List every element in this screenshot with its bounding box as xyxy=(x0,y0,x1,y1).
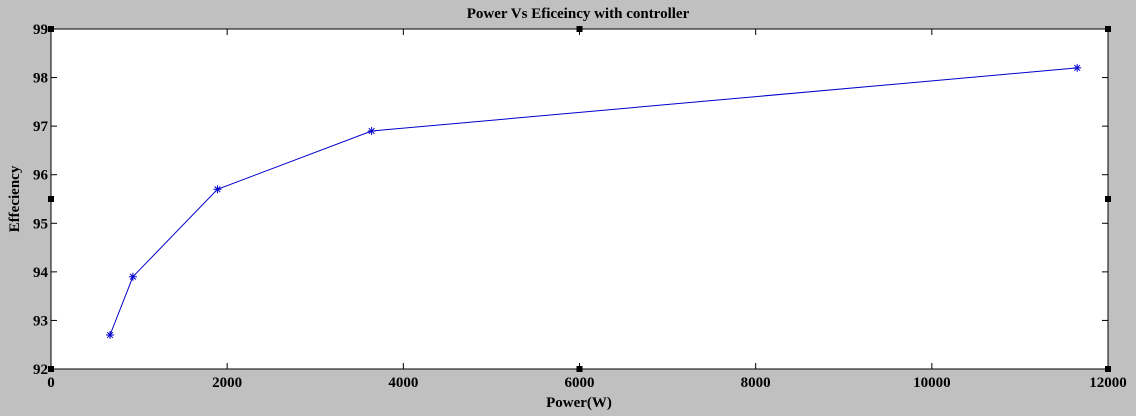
resize-handle[interactable] xyxy=(1105,26,1111,32)
series-layer xyxy=(106,63,1082,339)
x-tick-label: 10000 xyxy=(913,375,951,391)
x-tick-label: 4000 xyxy=(388,375,418,391)
x-tick-label: 8000 xyxy=(741,375,771,391)
resize-handle[interactable] xyxy=(48,366,54,372)
y-tick-label: 97 xyxy=(33,119,49,135)
x-tick-label: 6000 xyxy=(565,375,595,391)
y-tick-label: 99 xyxy=(33,22,48,38)
data-point-marker xyxy=(128,272,137,281)
resize-handle[interactable] xyxy=(576,366,583,372)
resize-handle[interactable] xyxy=(48,26,54,32)
resize-handle[interactable] xyxy=(48,196,54,202)
data-point-marker xyxy=(213,185,222,194)
x-tick-label: 2000 xyxy=(212,375,242,391)
y-tick-label: 93 xyxy=(33,313,48,329)
y-axis-label: Effeciency xyxy=(7,165,23,232)
chart-title: Power Vs Eficeincy with controller xyxy=(467,6,690,22)
x-tick-label: 0 xyxy=(47,375,55,391)
data-point-marker xyxy=(367,127,376,135)
data-point-marker xyxy=(106,331,115,339)
plot-area xyxy=(50,28,1109,370)
axis-ticks: 0 2000 4000 6000 8000 10000 12000 92 93 94 95 96 97 9… xyxy=(33,22,1127,391)
resize-handle[interactable] xyxy=(1105,196,1111,202)
x-axis-label: Power(W) xyxy=(546,395,612,411)
y-tick-label: 94 xyxy=(33,265,49,281)
resize-handle[interactable] xyxy=(1105,366,1111,372)
x-tick-label: 12000 xyxy=(1089,375,1127,391)
y-tick-label: 96 xyxy=(33,168,49,184)
selection-handles[interactable] xyxy=(48,26,1111,372)
y-tick-label: 98 xyxy=(33,71,48,87)
data-point-marker xyxy=(1073,63,1082,72)
y-tick-label: 95 xyxy=(33,216,48,232)
resize-handle[interactable] xyxy=(576,26,583,32)
y-tick-label: 92 xyxy=(33,362,48,378)
